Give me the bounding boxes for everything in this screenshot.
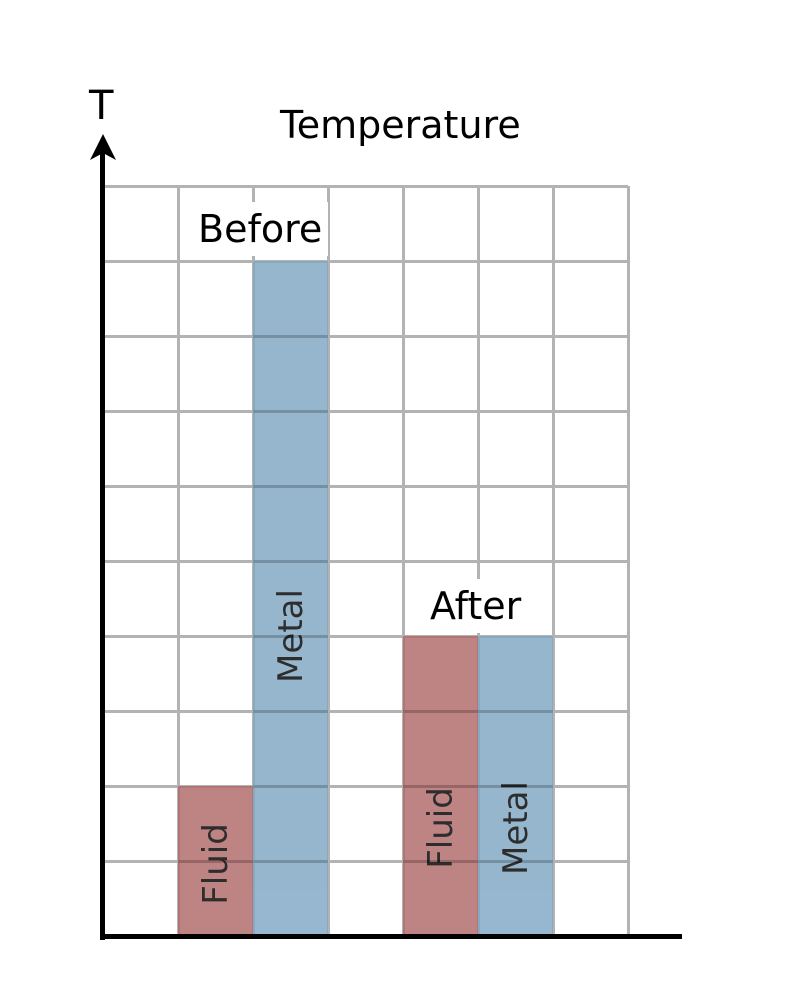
gridline-horizontal [103, 260, 628, 263]
gridline-horizontal [103, 185, 628, 188]
bar-label-after-fluid: Fluid [420, 787, 461, 869]
bar-gridline [253, 710, 328, 713]
y-axis [100, 150, 105, 940]
bar-gridline [403, 785, 478, 788]
x-axis [100, 934, 682, 939]
group-label-before: Before [192, 202, 329, 256]
gridline-horizontal [103, 485, 628, 488]
chart-title: Temperature [280, 103, 521, 147]
bar-gridline [253, 485, 328, 488]
bar-gridline [403, 710, 478, 713]
bar-gridline [478, 785, 553, 788]
y-axis-arrow-icon [90, 134, 116, 160]
bar-gridline [253, 860, 328, 863]
group-label-after: After [424, 579, 528, 633]
gridline-vertical [627, 186, 630, 936]
gridline-horizontal [103, 710, 628, 713]
gridline-horizontal [103, 860, 628, 863]
bar-gridline [478, 710, 553, 713]
bar-after-metal: Metal [478, 636, 553, 936]
bar-after-fluid: Fluid [403, 636, 478, 936]
bar-gridline [253, 785, 328, 788]
y-axis-label: T [89, 83, 114, 129]
bar-gridline [253, 560, 328, 563]
gridline-horizontal [103, 560, 628, 563]
bar-gridline [403, 860, 478, 863]
bar-gridline [253, 335, 328, 338]
bar-gridline [178, 860, 253, 863]
bar-before-fluid: Fluid [178, 786, 253, 936]
bar-gridline [253, 635, 328, 638]
bar-gridline [253, 410, 328, 413]
gridline-horizontal [103, 410, 628, 413]
bar-before-metal: Metal [253, 261, 328, 936]
gridline-horizontal [103, 635, 628, 638]
gridline-horizontal [103, 785, 628, 788]
bar-gridline [478, 860, 553, 863]
bar-label-before-fluid: Fluid [195, 823, 236, 905]
gridline-horizontal [103, 335, 628, 338]
